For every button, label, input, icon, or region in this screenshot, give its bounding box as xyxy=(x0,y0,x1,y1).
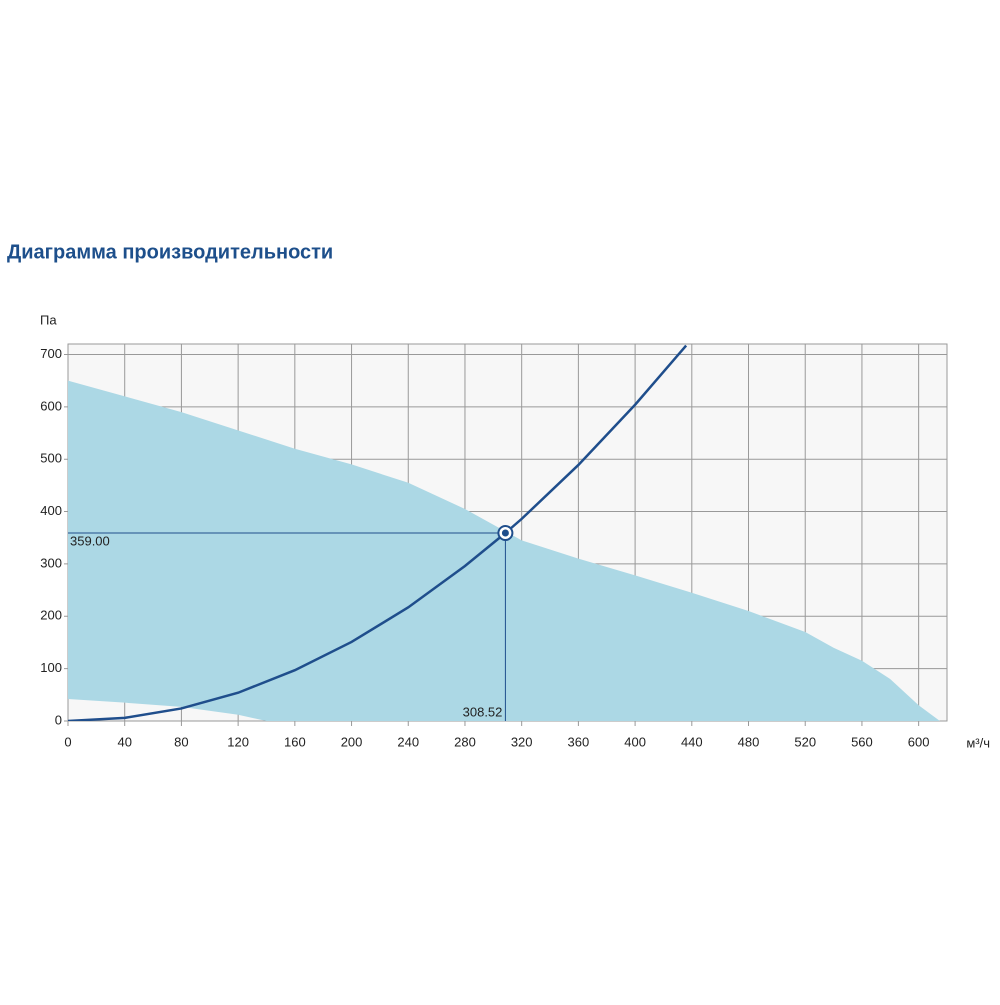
x-tick-label: 200 xyxy=(341,734,363,749)
y-tick-label: 300 xyxy=(40,555,62,570)
x-tick-label: 360 xyxy=(568,734,590,749)
y-value-label: 359.00 xyxy=(70,533,110,548)
y-tick-label: 600 xyxy=(40,398,62,413)
chart-title: Диаграмма производительности xyxy=(7,241,333,263)
x-tick-label: 120 xyxy=(227,734,249,749)
x-tick-label: 240 xyxy=(397,734,419,749)
x-tick-label: 560 xyxy=(851,734,873,749)
y-tick-label: 700 xyxy=(40,346,62,361)
x-value-label: 308.52 xyxy=(463,704,503,719)
x-tick-label: 160 xyxy=(284,734,306,749)
x-tick-label: 320 xyxy=(511,734,533,749)
x-tick-label: 480 xyxy=(738,734,760,749)
y-tick-label: 200 xyxy=(40,608,62,623)
y-tick-label: 0 xyxy=(55,712,62,727)
x-tick-label: 400 xyxy=(624,734,646,749)
x-tick-label: 0 xyxy=(64,734,71,749)
operating-point-dot xyxy=(501,529,509,537)
x-tick-label: 80 xyxy=(174,734,188,749)
x-axis-label: м³/ч xyxy=(966,735,990,750)
operating-area xyxy=(68,380,940,721)
x-tick-label: 600 xyxy=(908,734,930,749)
y-tick-label: 400 xyxy=(40,503,62,518)
x-tick-label: 520 xyxy=(794,734,816,749)
system-curve xyxy=(68,344,688,721)
x-tick-label: 280 xyxy=(454,734,476,749)
y-tick-label: 500 xyxy=(40,451,62,466)
y-axis-label: Па xyxy=(40,312,57,327)
x-tick-label: 440 xyxy=(681,734,703,749)
y-tick-label: 100 xyxy=(40,660,62,675)
x-tick-label: 40 xyxy=(117,734,131,749)
